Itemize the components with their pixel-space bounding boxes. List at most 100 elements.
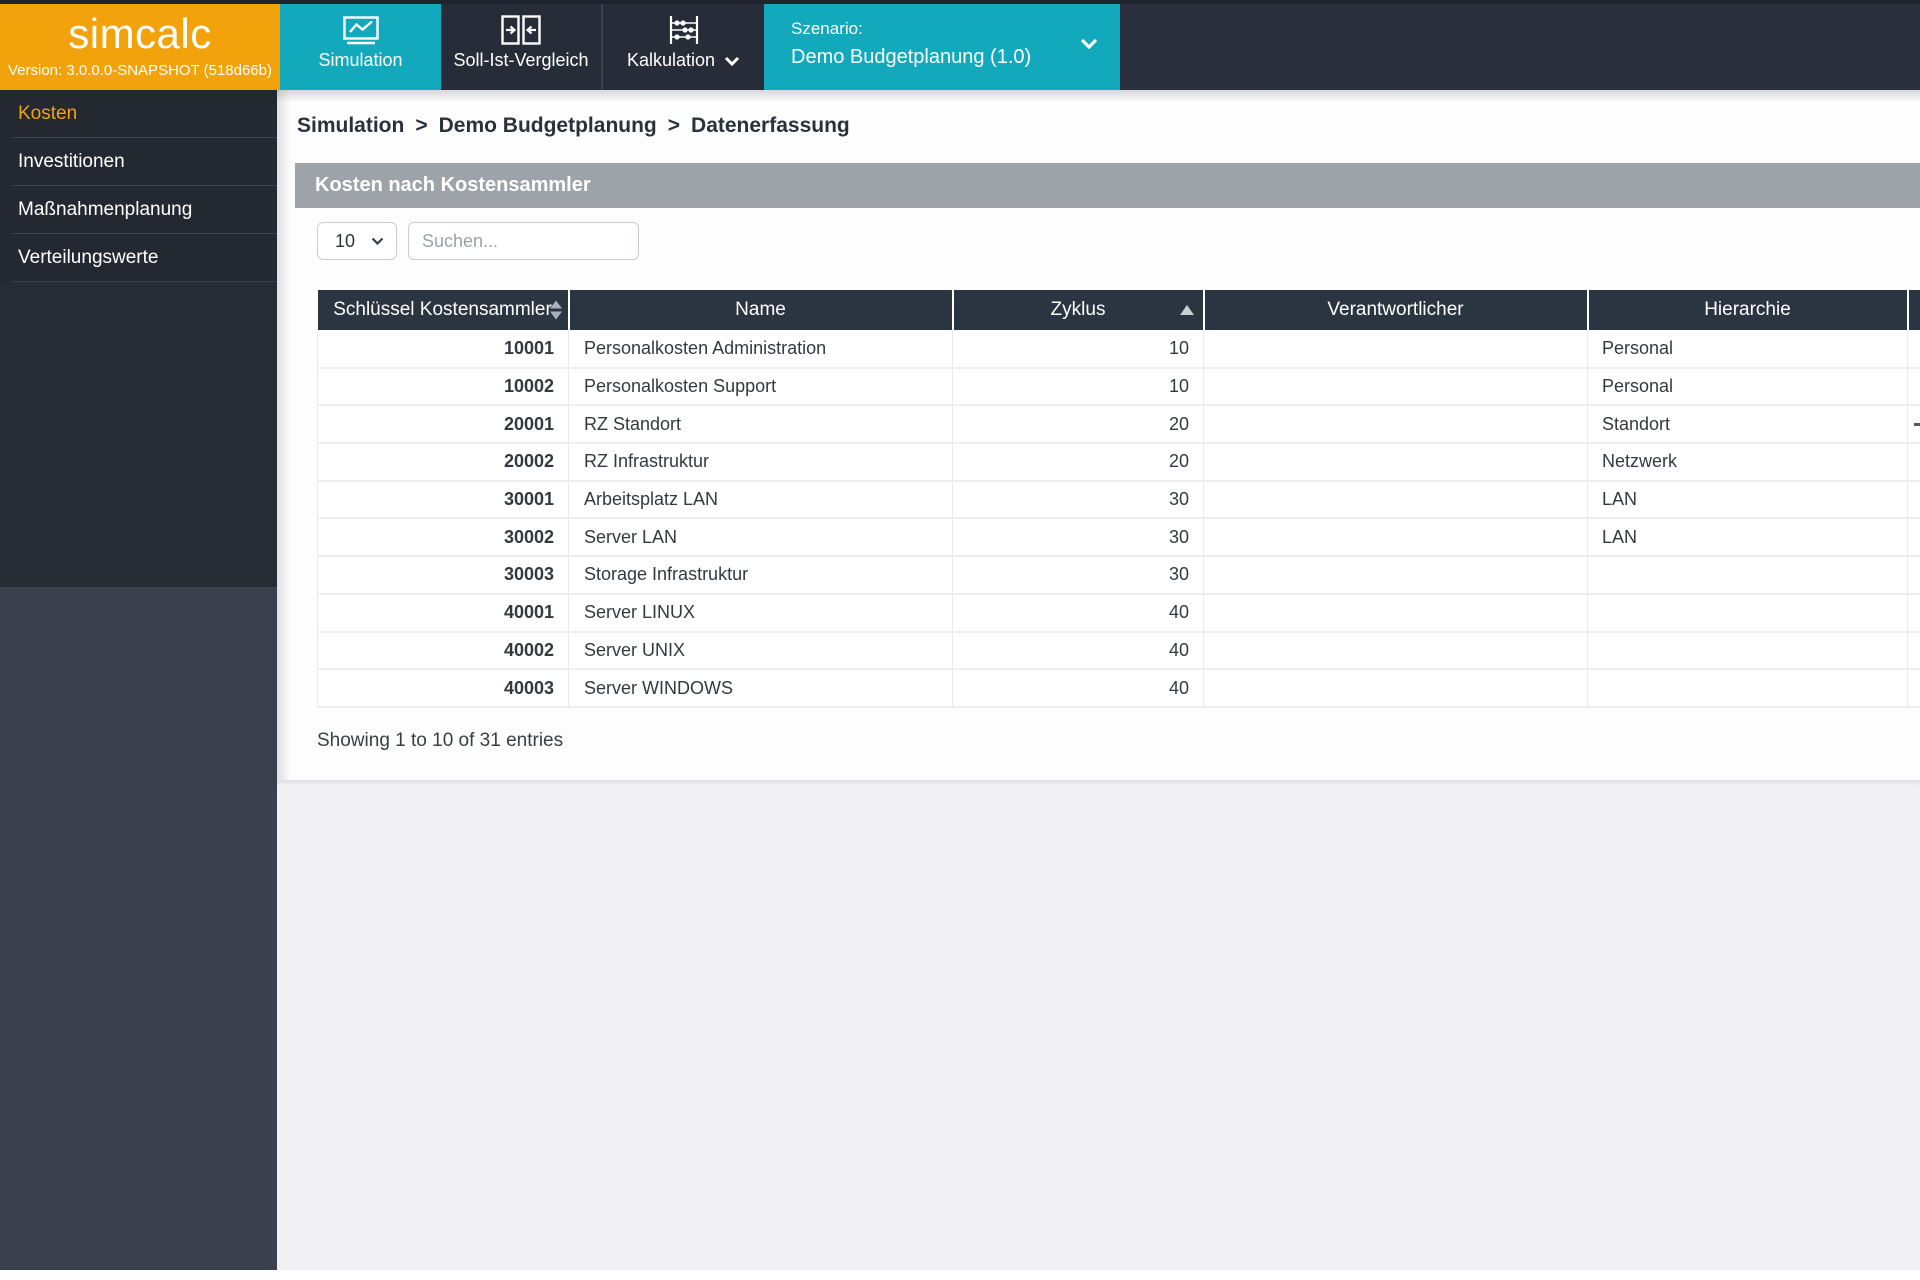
cell-zyklus: 20	[952, 443, 1204, 482]
sidebar-shadow	[277, 90, 291, 780]
sidebar-item-massnahmenplanung[interactable]: Maßnahmenplanung	[0, 186, 277, 234]
cell-name: Personalkosten Support	[568, 367, 953, 407]
sidebar-item-verteilungswerte[interactable]: Verteilungswerte	[0, 234, 277, 282]
cell-hierarchie	[1587, 556, 1908, 595]
table-row[interactable]: 10001 Personalkosten Administration 10 P…	[317, 330, 1920, 369]
cell-key[interactable]: 10001	[317, 330, 569, 369]
table-row[interactable]: 20002 RZ Infrastruktur 20 Netzwerk	[317, 443, 1920, 482]
table-header-row: Schlüssel Kostensammler Name Zyklus Vera…	[317, 290, 1920, 330]
scenario-selector[interactable]: Szenario: Demo Budgetplanung (1.0)	[764, 4, 1120, 90]
column-header-hierarchie[interactable]: Hierarchie	[1586, 290, 1908, 330]
sidebar-item-label: Kosten	[18, 103, 78, 124]
search-input[interactable]	[408, 222, 639, 260]
cell-clipped	[1907, 480, 1920, 520]
cell-key[interactable]: 20001	[317, 405, 569, 445]
cell-zyklus: 40	[952, 593, 1204, 633]
table-row[interactable]: 40002 Server UNIX 40	[317, 631, 1920, 671]
cell-zyklus: 20	[952, 405, 1204, 445]
table-row[interactable]: 40001 Server LINUX 40	[317, 593, 1920, 633]
cell-name: Storage Infrastruktur	[568, 556, 953, 595]
page-size-value: 10	[335, 230, 356, 251]
page-size-select[interactable]: 10	[317, 222, 397, 260]
panel-title: Kosten nach Kostensammler	[295, 163, 1920, 208]
sidebar-lower-area	[0, 587, 277, 1270]
tab-label: Soll-Ist-Vergleich	[453, 50, 589, 70]
sidebar-bottom-strip	[0, 1270, 277, 1280]
tab-soll-ist-vergleich[interactable]: Soll-Ist-Vergleich	[441, 4, 601, 90]
column-header-name[interactable]: Name	[567, 290, 953, 330]
breadcrumb-separator: >	[667, 114, 681, 137]
table-row[interactable]: 20001 RZ Standort 20 Standort	[317, 405, 1920, 445]
top-nav-tabs: Simulation Soll-Ist-Vergleich	[280, 4, 764, 90]
main-content: Simulation > Demo Budgetplanung > Datene…	[277, 90, 1920, 1280]
cell-clipped	[1907, 669, 1920, 708]
cell-verantwortlicher	[1203, 518, 1588, 558]
column-header-schluessel[interactable]: Schlüssel Kostensammler	[317, 290, 569, 330]
app-version: Version: 3.0.0.0-SNAPSHOT (518d66b)	[7, 62, 273, 79]
chevron-down-icon	[371, 237, 384, 245]
cell-key[interactable]: 30001	[317, 480, 569, 520]
table-row[interactable]: 30001 Arbeitsplatz LAN 30 LAN	[317, 480, 1920, 520]
table-row[interactable]: 10002 Personalkosten Support 10 Personal	[317, 367, 1920, 407]
sidebar-item-label: Verteilungswerte	[18, 247, 159, 268]
cell-verantwortlicher	[1203, 631, 1588, 671]
cell-key[interactable]: 20002	[317, 443, 569, 482]
cell-hierarchie: Standort	[1587, 405, 1908, 445]
chevron-down-icon	[724, 56, 740, 66]
cell-verantwortlicher	[1203, 669, 1588, 708]
cell-name: Server UNIX	[568, 631, 953, 671]
cell-clipped	[1907, 518, 1920, 558]
breadcrumb-item-szenario[interactable]: Demo Budgetplanung	[438, 114, 657, 137]
chevron-down-icon	[1080, 38, 1098, 49]
tab-label: Kalkulation	[626, 50, 716, 70]
sidebar-item-kosten[interactable]: Kosten	[0, 90, 277, 138]
cell-hierarchie	[1587, 631, 1908, 671]
cell-key[interactable]: 30003	[317, 556, 569, 595]
sidebar-item-investitionen[interactable]: Investitionen	[0, 138, 277, 186]
cell-clipped	[1907, 631, 1920, 671]
nav-shadow	[277, 90, 1920, 102]
cell-clipped	[1907, 556, 1920, 595]
cell-name: Arbeitsplatz LAN	[568, 480, 953, 520]
cell-zyklus: 40	[952, 669, 1204, 708]
cell-name: Server LAN	[568, 518, 953, 558]
breadcrumb-separator: >	[415, 114, 428, 137]
cell-verantwortlicher	[1203, 480, 1588, 520]
cell-clipped	[1907, 593, 1920, 633]
table-row[interactable]: 30003 Storage Infrastruktur 30	[317, 556, 1920, 595]
page-bottom-strip	[277, 1270, 1920, 1280]
cell-key[interactable]: 40002	[317, 631, 569, 671]
breadcrumb: Simulation > Demo Budgetplanung > Datene…	[297, 114, 850, 138]
column-header-verantwortlicher[interactable]: Verantwortlicher	[1202, 290, 1588, 330]
cell-name: RZ Standort	[568, 405, 953, 445]
column-header-zyklus[interactable]: Zyklus	[951, 290, 1204, 330]
breadcrumb-item-simulation[interactable]: Simulation	[297, 114, 405, 137]
cell-key[interactable]: 40003	[317, 669, 569, 708]
page-background-below-card	[277, 780, 1920, 1270]
sidebar-item-label: Investitionen	[18, 151, 125, 172]
cell-zyklus: 10	[952, 367, 1204, 407]
table-row[interactable]: 40003 Server WINDOWS 40	[317, 669, 1920, 708]
cell-key[interactable]: 30002	[317, 518, 569, 558]
cell-verantwortlicher	[1203, 443, 1588, 482]
cell-hierarchie: LAN	[1587, 480, 1908, 520]
scenario-label: Szenario:	[791, 19, 863, 38]
tab-simulation[interactable]: Simulation	[280, 4, 441, 90]
cell-clipped	[1907, 367, 1920, 407]
cell-name: RZ Infrastruktur	[568, 443, 953, 482]
scenario-value: Demo Budgetplanung (1.0)	[791, 46, 1032, 68]
tab-label: Simulation	[318, 50, 403, 70]
app-name: simcalc	[68, 10, 212, 57]
cell-hierarchie	[1587, 669, 1908, 708]
tab-kalkulation[interactable]: Kalkulation	[601, 4, 764, 90]
sidebar-item-label: Maßnahmenplanung	[18, 199, 193, 220]
cell-key[interactable]: 10002	[317, 367, 569, 407]
cost-collector-table: Schlüssel Kostensammler Name Zyklus Vera…	[317, 290, 1920, 708]
clipped-text-fragment	[1914, 423, 1920, 427]
cell-zyklus: 40	[952, 631, 1204, 671]
breadcrumb-item-current[interactable]: Datenerfassung	[691, 114, 850, 137]
cell-verantwortlicher	[1203, 330, 1588, 369]
cell-key[interactable]: 40001	[317, 593, 569, 633]
table-row[interactable]: 30002 Server LAN 30 LAN	[317, 518, 1920, 558]
cell-hierarchie: Netzwerk	[1587, 443, 1908, 482]
